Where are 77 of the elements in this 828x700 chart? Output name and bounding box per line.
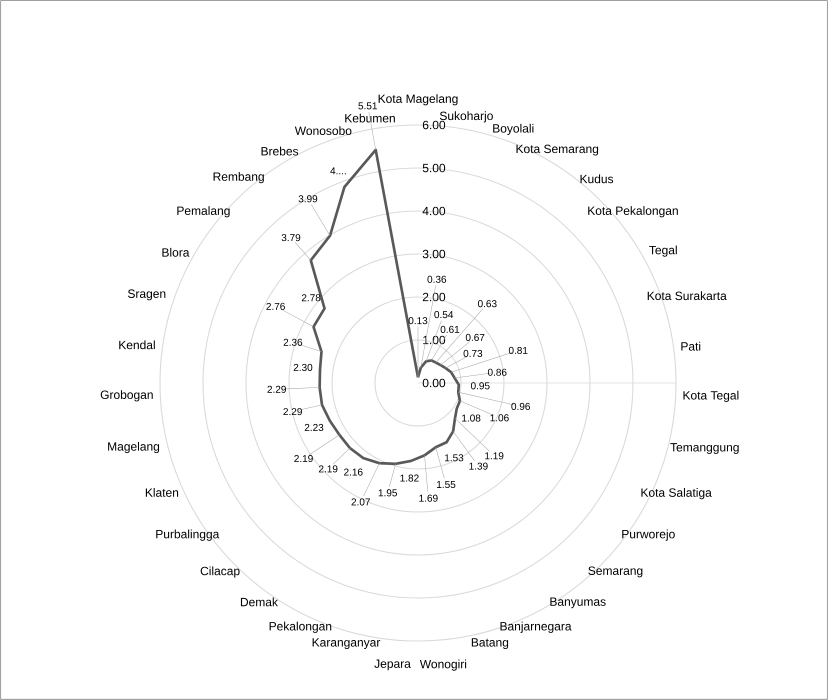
spoke-label: Sukoharjo [440,111,493,122]
data-label: 0.54 [434,311,454,318]
data-label: 2.76 [266,302,285,310]
data-label: 2.19 [294,455,313,462]
spoke-label: Kota Surakarta [648,291,727,300]
y-tick-label: 5.00 [422,164,446,172]
spoke-label: Kendal [119,340,155,350]
spoke-label: Tegal [649,246,677,257]
data-label: 2.29 [283,408,302,416]
data-label: 1.19 [485,452,504,460]
data-label: 2.23 [304,424,324,431]
spoke-label: Kota Pekalongan [588,206,678,218]
y-tick-label: 6.00 [422,120,446,130]
spoke-label: Karanganyar [312,638,380,650]
data-label: 0.73 [464,350,482,358]
spoke-label: Blora [162,248,190,257]
data-label: 1.08 [462,414,480,422]
data-label: 0.81 [508,346,528,354]
data-label: 3.79 [282,234,300,242]
data-label: 1.39 [469,462,488,470]
data-label: 2.78 [302,294,320,302]
y-tick-label: 0.00 [422,378,446,388]
spoke-label: Purworejo [622,530,675,541]
data-label: 1.06 [490,414,509,422]
data-label: 1.95 [378,489,397,496]
data-label: 2.36 [284,338,302,346]
y-tick-label: 2.00 [422,292,446,302]
y-tick-label: 1.00 [423,336,446,344]
spoke-label: Demak [240,597,278,606]
spoke-label: Jepara [374,660,411,670]
spoke-label: Kota Magelang [378,94,458,106]
spoke-label: Kota Tegal [683,390,738,402]
spoke-label: Kota Salatiga [641,488,712,500]
spoke-label: Banjarnegara [500,622,572,633]
data-label: 2.30 [294,364,312,371]
data-label: 1.69 [419,494,438,502]
data-label: 0.67 [466,334,484,341]
spoke-label: Grobogan [100,390,153,402]
data-label: 0.95 [470,382,490,390]
spoke-label: Rembang [214,172,264,184]
spoke-label: Kudus [580,174,614,184]
data-label: 1.55 [437,481,456,488]
data-label: 0.63 [478,300,497,308]
spoke-label: Banyumas [550,597,606,608]
y-tick-label: 3.00 [422,250,446,258]
spoke-label: Batang [472,638,508,650]
data-label: 0.13 [408,317,428,324]
spoke-label: Brebes [262,146,298,156]
spoke-label: Sragen [128,289,166,300]
data-label: 0.61 [440,326,460,334]
data-label: 0.86 [488,368,507,376]
data-label: 2.29 [267,386,286,393]
data-label: 3.99 [298,195,318,202]
spoke-label: Pemalang [177,206,230,218]
data-label: 2.19 [318,465,338,472]
spoke-label: Kebumen [345,114,395,122]
spoke-label: Cilacap [200,566,240,578]
spoke-label: Temanggung [670,443,739,454]
y-tick-label: 4.00 [422,206,446,216]
data-label: 1.82 [400,474,419,482]
spoke-label: Klaten [146,488,178,497]
spoke-label: Semarang [588,566,642,578]
data-label: 2.16 [344,468,363,476]
spoke-label: Boyolali [493,124,534,136]
spoke-label: Wonosobo [294,126,352,136]
spoke-label: Pati [681,342,700,351]
spoke-label: Wonogiri [420,660,466,671]
data-label: 5.51 [358,102,377,110]
spoke-label: Purbalingga [156,530,220,541]
data-label: 4.... [330,167,346,174]
data-label: 0.36 [427,276,446,283]
spoke-label: Pekalongan [270,622,332,633]
spoke-label: Kota Semarang [516,144,598,156]
spoke-label: Magelang [108,442,160,454]
data-label: 1.53 [445,454,464,462]
data-label: 0.96 [511,402,530,410]
data-label: 2.07 [352,498,370,506]
